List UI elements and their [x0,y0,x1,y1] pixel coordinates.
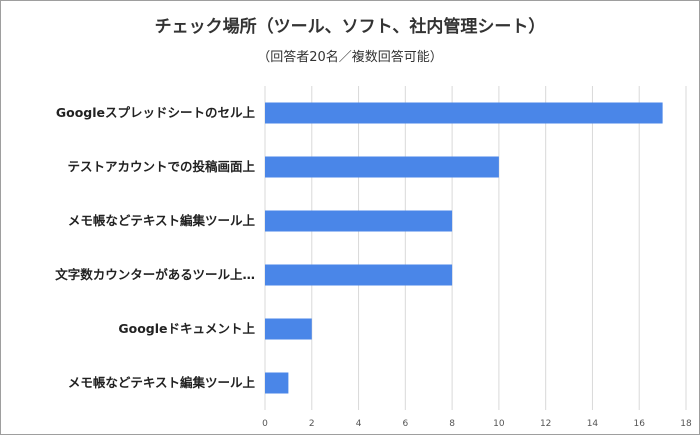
bar [265,372,289,394]
x-tick-label: 14 [587,419,599,429]
grid-lines [264,86,687,410]
bar [265,318,312,340]
x-tick-label: 2 [309,419,315,429]
x-tick-label: 12 [540,419,551,429]
bar [265,264,453,286]
chart-subtitle: （回答者20名／複数回答可能） [257,50,443,65]
category-labels: Googleスプレッドシートのセル上テストアカウントでの投稿画面上メモ帳などテキ… [55,105,255,390]
x-tick-label: 18 [680,419,692,429]
category-label: Googleドキュメント上 [118,321,255,336]
bars [265,102,663,394]
chart-title: チェック場所（ツール、ソフト、社内管理シート） [154,17,546,37]
x-tick-label: 4 [356,419,362,429]
x-tick-label: 8 [449,419,455,429]
category-label: 文字数カウンターがあるツール上… [55,267,255,282]
bar [265,102,663,124]
category-label: メモ帳などテキスト編集ツール上 [68,213,256,228]
bar [265,156,499,178]
category-label: Googleスプレッドシートのセル上 [56,105,256,120]
bar [265,210,453,232]
category-label: テストアカウントでの投稿画面上 [67,159,255,174]
category-label: メモ帳などテキスト編集ツール上 [68,375,256,390]
x-tick-label: 16 [633,419,645,429]
x-tick-label: 6 [402,419,408,429]
x-tick-label: 10 [493,419,505,429]
x-tick-label: 0 [262,419,268,429]
x-tick-labels: 0 2 4 6 8 10 12 14 16 18 [262,419,692,429]
